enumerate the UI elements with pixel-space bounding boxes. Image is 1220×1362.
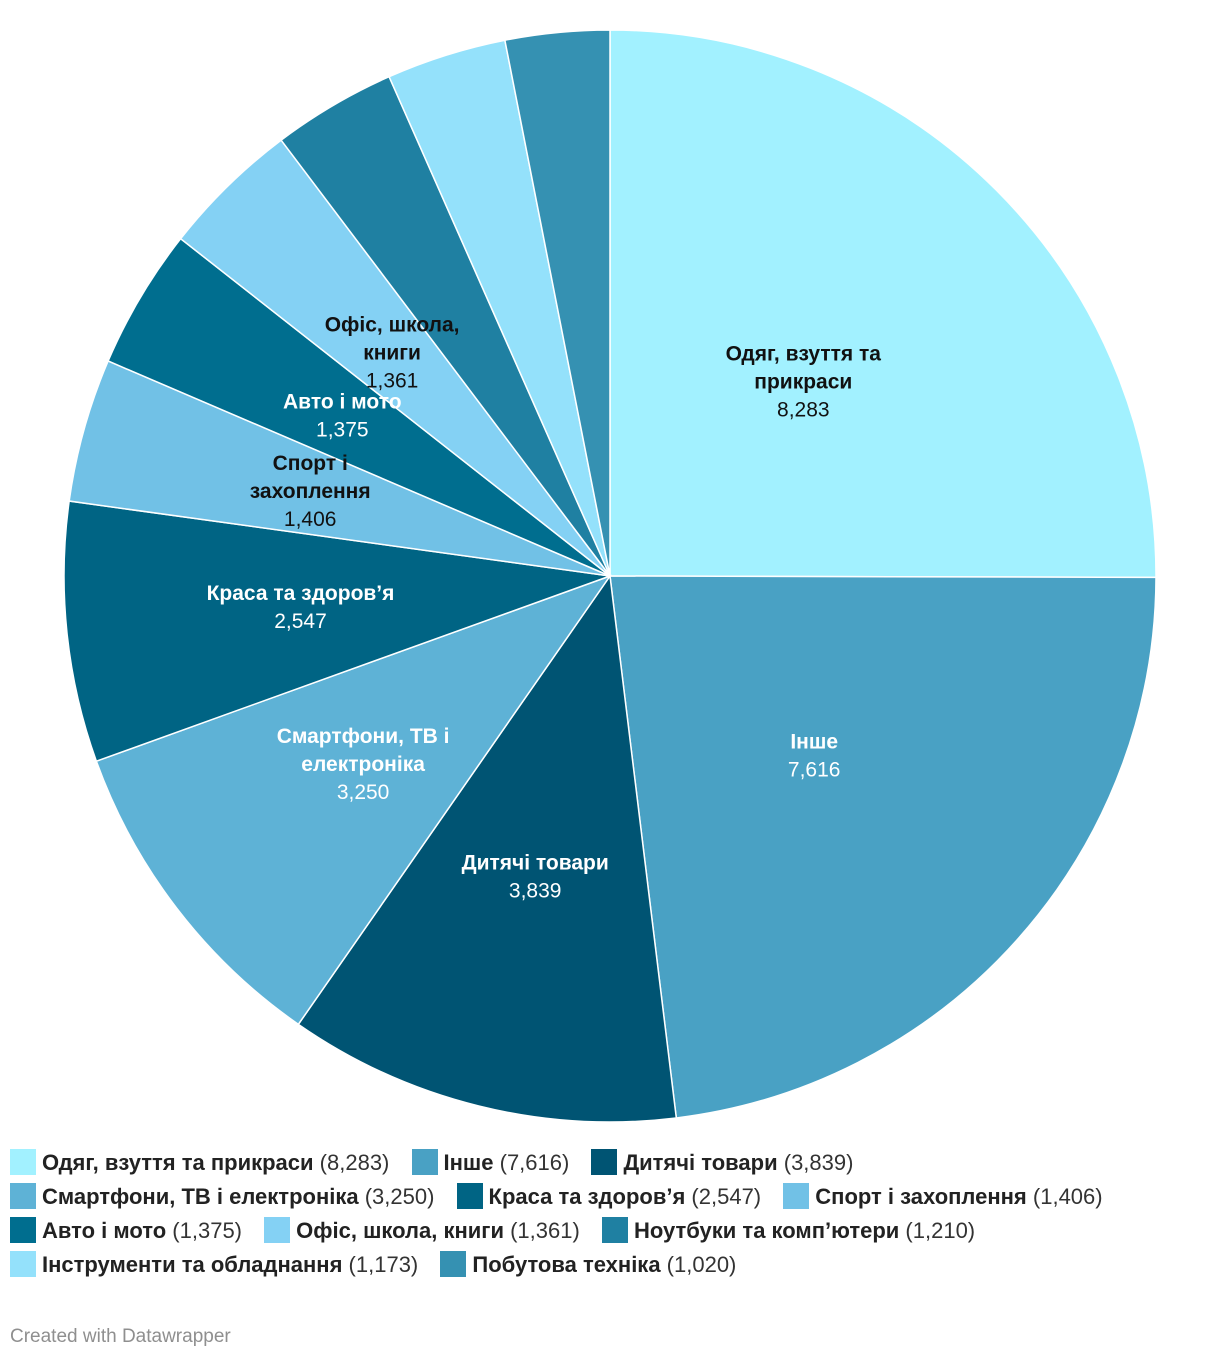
legend-value: (2,547) (685, 1184, 762, 1209)
legend-label: Авто і мото (42, 1218, 167, 1243)
pie-labels: Одяг, взуття та прикраси 8,283 Інше 7,616 Дит… (207, 313, 882, 902)
slice-value: 1,406 (284, 508, 337, 531)
legend-value: (1,020) (660, 1252, 737, 1277)
legend-swatch (10, 1217, 36, 1243)
pie-slice-0 (609, 29, 1157, 579)
legend-label: Спорт і захоплення (815, 1184, 1027, 1209)
legend-item-10: Побутова техніка (1,020) (440, 1251, 737, 1277)
legend-item-2: Дитячі товари (3,839) (591, 1149, 854, 1175)
legend-value: (7,616) (493, 1150, 570, 1175)
legend-item-6: Авто і мото (1,375) (10, 1217, 243, 1243)
slice-label-6: Авто і мото 1,375 (283, 391, 402, 442)
legend-value: (1,210) (899, 1218, 976, 1243)
legend-swatch (10, 1251, 36, 1277)
slice-label-1: Інше 7,616 (788, 731, 841, 782)
legend-swatch (10, 1183, 36, 1209)
pie-slice-10 (503, 29, 611, 577)
legend-item-7: Офіс, школа, книги (1,361) (264, 1217, 580, 1243)
legend-swatch (411, 1149, 438, 1175)
pie-slices (63, 29, 1157, 1123)
slice-label-2: Дитячі товари 3,839 (462, 852, 609, 903)
slice-label-7: Офіс, школа, книги 1,361 (325, 313, 460, 392)
pie-slice-2 (297, 573, 678, 1123)
slice-value: 7,616 (788, 759, 841, 782)
slice-label-line: захоплення (250, 480, 371, 503)
legend-label: Одяг, взуття та прикраси (42, 1150, 314, 1175)
legend-label: Дитячі товари (623, 1150, 778, 1175)
slice-label-line: прикраси (754, 371, 852, 394)
slice-label-line: Офіс, школа, (325, 313, 460, 336)
slice-label-0: Одяг, взуття та прикраси 8,283 (726, 343, 882, 422)
legend-value: (1,375) (166, 1218, 243, 1243)
legend-value: (3,839) (777, 1150, 854, 1175)
pie-slice-3 (95, 574, 612, 1026)
slice-label-line: Одяг, взуття та (726, 343, 882, 366)
legend-label: Офіс, школа, книги (296, 1218, 504, 1243)
legend-value: (8,283) (313, 1150, 390, 1175)
legend-item-0: Одяг, взуття та прикраси (8,283) (10, 1149, 390, 1175)
legend: Одяг, взуття та прикраси (8,283) Інше (7… (10, 1146, 1210, 1282)
footer-credit: Created with Datawrapper (10, 1326, 231, 1347)
pie-slice-1 (609, 575, 1157, 1119)
legend-swatch (591, 1149, 618, 1175)
legend-value: (1,361) (503, 1218, 580, 1243)
slice-label-line: Смартфони, ТВ і (277, 725, 450, 748)
legend-item-8: Ноутбуки та комп’ютери (1,210) (601, 1217, 976, 1243)
legend-swatch (440, 1251, 467, 1277)
slice-value: 8,283 (777, 399, 830, 422)
legend-swatch (456, 1183, 483, 1209)
pie-chart: Одяг, взуття та прикраси 8,283 Інше 7,616 Дит… (63, 29, 1157, 1123)
legend-item-9: Інструменти та обладнання (1,173) (10, 1251, 419, 1277)
slice-label-line: Краса та здоров’я (207, 582, 395, 605)
slice-label-4: Краса та здоров’я 2,547 (207, 582, 395, 633)
legend-label: Ноутбуки та комп’ютери (633, 1218, 900, 1243)
legend-label: Краса та здоров’я (488, 1184, 686, 1209)
slice-label-line: Інше (790, 731, 838, 754)
slice-value: 3,839 (509, 880, 562, 903)
slice-label-line: книги (363, 341, 421, 364)
slice-value: 3,250 (337, 781, 390, 804)
legend-label: Інструменти та обладнання (42, 1252, 343, 1277)
slice-label-line: Авто і мото (283, 391, 402, 414)
slice-value: 1,361 (366, 369, 419, 392)
legend-swatch (264, 1217, 291, 1243)
slice-label-line: Спорт і (273, 452, 348, 475)
legend-value: (1,173) (342, 1252, 419, 1277)
slice-value: 2,547 (274, 610, 327, 633)
legend-swatch (10, 1149, 36, 1175)
legend-item-3: Смартфони, ТВ і електроніка (3,250) (10, 1183, 435, 1209)
pie-slice-4 (63, 500, 611, 763)
legend-swatch (601, 1217, 628, 1243)
legend-item-5: Спорт і захоплення (1,406) (783, 1183, 1103, 1209)
slice-label-3: Смартфони, ТВ і електроніка 3,250 (277, 725, 450, 804)
legend-value: (1,406) (1026, 1184, 1103, 1209)
legend-item-4: Краса та здоров’я (2,547) (456, 1183, 762, 1209)
slice-label-line: електроніка (301, 753, 425, 776)
slice-label-line: Дитячі товари (462, 852, 609, 875)
legend-label: Інше (443, 1150, 494, 1175)
slice-label-5: Спорт і захоплення 1,406 (250, 452, 371, 531)
legend-value: (3,250) (358, 1184, 435, 1209)
legend-item-1: Інше (7,616) (411, 1149, 570, 1175)
legend-label: Побутова техніка (472, 1252, 661, 1277)
legend-label: Смартфони, ТВ і електроніка (42, 1184, 359, 1209)
slice-value: 1,375 (316, 419, 369, 442)
legend-swatch (783, 1183, 810, 1209)
